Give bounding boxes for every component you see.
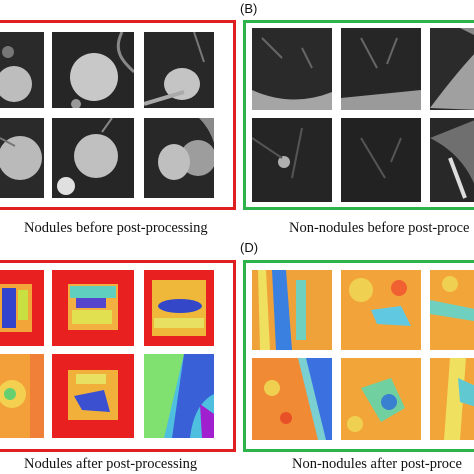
panel-c-tile-6	[144, 354, 214, 438]
panel-b-tile-1	[252, 28, 332, 110]
panel-a-tile-3	[144, 32, 214, 108]
panel-b-tile-5	[341, 118, 421, 202]
panel-a-tile-2	[52, 32, 134, 108]
panel-d-caption: Non-nodules after post-proce	[292, 456, 462, 472]
panel-d-tile-1	[252, 270, 332, 350]
panel-b-caption: Non-nodules before post-proce	[289, 220, 470, 236]
panel-b-tile-3	[430, 28, 474, 110]
panel-b-tile-6	[430, 118, 474, 202]
panel-c-tile-1	[0, 270, 44, 346]
panel-c-tile-2	[52, 270, 134, 346]
panel-d-tile-5	[341, 358, 421, 440]
panel-a-tile-6	[144, 118, 214, 198]
panel-b-frame	[243, 20, 474, 210]
panel-d-tile-6	[430, 358, 474, 440]
panel-a-caption: Nodules before post-processing	[24, 220, 208, 236]
panel-a-tile-4	[0, 118, 44, 198]
panel-c-tile-3	[144, 270, 214, 346]
panel-d-tile-2	[341, 270, 421, 350]
panel-b-label: (B)	[240, 1, 258, 16]
panel-c-tile-5	[52, 354, 134, 438]
panel-d-frame	[243, 260, 474, 452]
panel-c-frame	[0, 260, 236, 452]
panel-a-tile-5	[52, 118, 134, 198]
panel-a-frame	[0, 20, 236, 210]
panel-d-tile-4	[252, 358, 332, 440]
panel-a-tile-1	[0, 32, 44, 108]
panel-b-tile-4	[252, 118, 332, 202]
panel-b-tile-2	[341, 28, 421, 110]
panel-c-caption: Nodules after post-processing	[24, 456, 198, 472]
panel-c-tile-4	[0, 354, 44, 438]
panel-d-tile-3	[430, 270, 474, 350]
panel-d-label: (D)	[240, 240, 259, 255]
